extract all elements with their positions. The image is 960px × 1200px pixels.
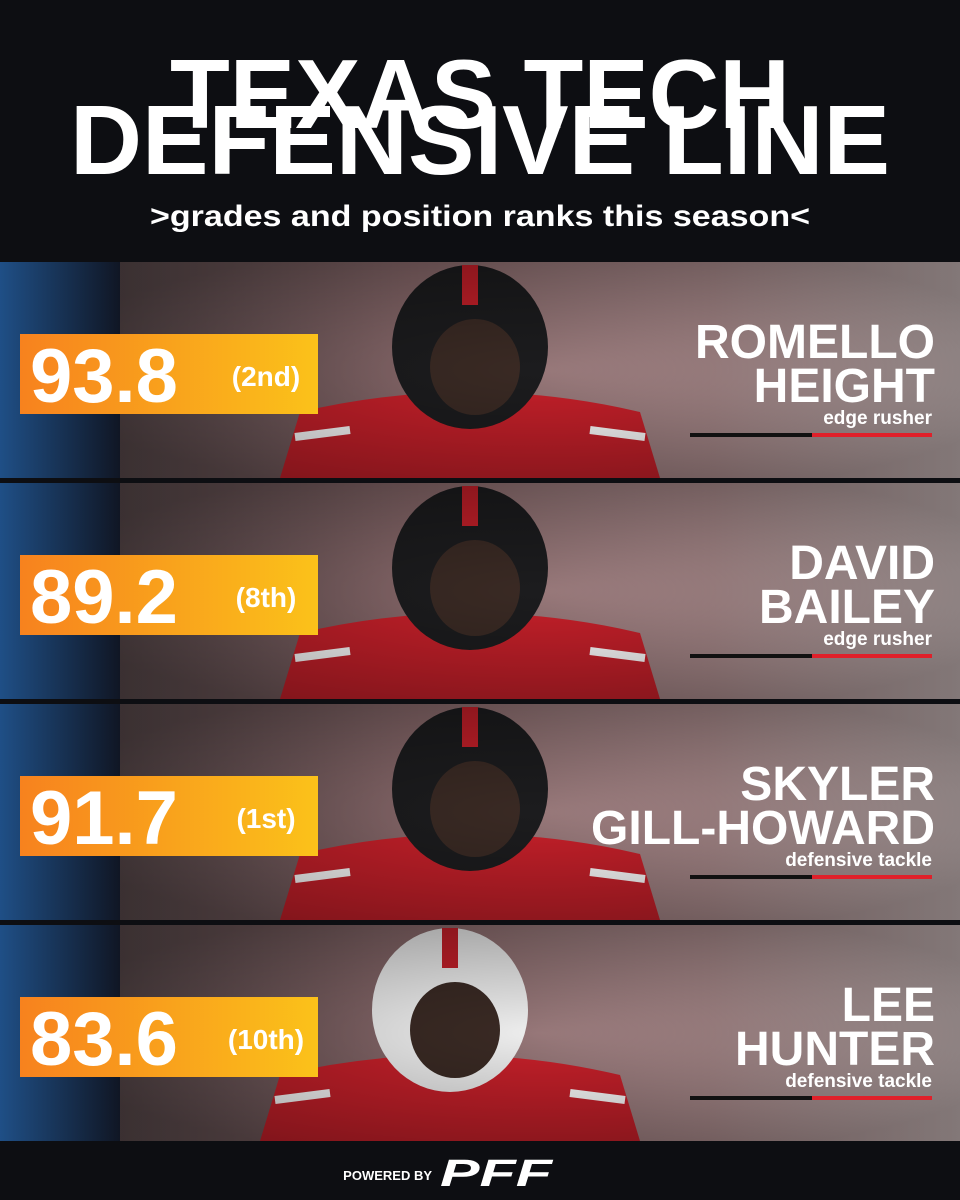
subtitle: >grades and position ranks this season< xyxy=(150,200,810,233)
name-line: GILL-HOWARD xyxy=(591,802,935,855)
rank: (10th) xyxy=(228,1024,304,1055)
footer-brand: PFF xyxy=(440,1153,555,1195)
name-line: BAILEY xyxy=(759,581,935,634)
grade-box xyxy=(20,555,318,635)
position: edge rusher xyxy=(823,629,932,650)
name-line: SKYLER xyxy=(740,758,935,811)
position: defensive tackle xyxy=(785,1071,932,1092)
position: defensive tackle xyxy=(785,850,932,871)
name-line: LEE xyxy=(842,979,935,1032)
grade: 89.2 xyxy=(30,555,178,640)
name-line: HEIGHT xyxy=(754,360,935,413)
footer-prefix: POWERED BY xyxy=(343,1168,432,1183)
grade: 93.8 xyxy=(30,334,178,419)
title-line: TEXAS TECH xyxy=(170,39,790,149)
grade-box xyxy=(20,334,318,414)
name-line: ROMELLO xyxy=(695,316,935,369)
rank: (8th) xyxy=(236,582,297,613)
name-line: DAVID xyxy=(789,537,935,590)
grade-box xyxy=(20,997,318,1077)
grade: 83.6 xyxy=(30,997,178,1082)
title-line: DEFENSIVE LINE xyxy=(70,85,890,195)
grade-box xyxy=(20,776,318,856)
grade: 91.7 xyxy=(30,776,178,861)
position: edge rusher xyxy=(823,408,932,429)
name-line: HUNTER xyxy=(735,1023,935,1076)
rank: (2nd) xyxy=(232,361,300,392)
rank: (1st) xyxy=(236,803,295,834)
